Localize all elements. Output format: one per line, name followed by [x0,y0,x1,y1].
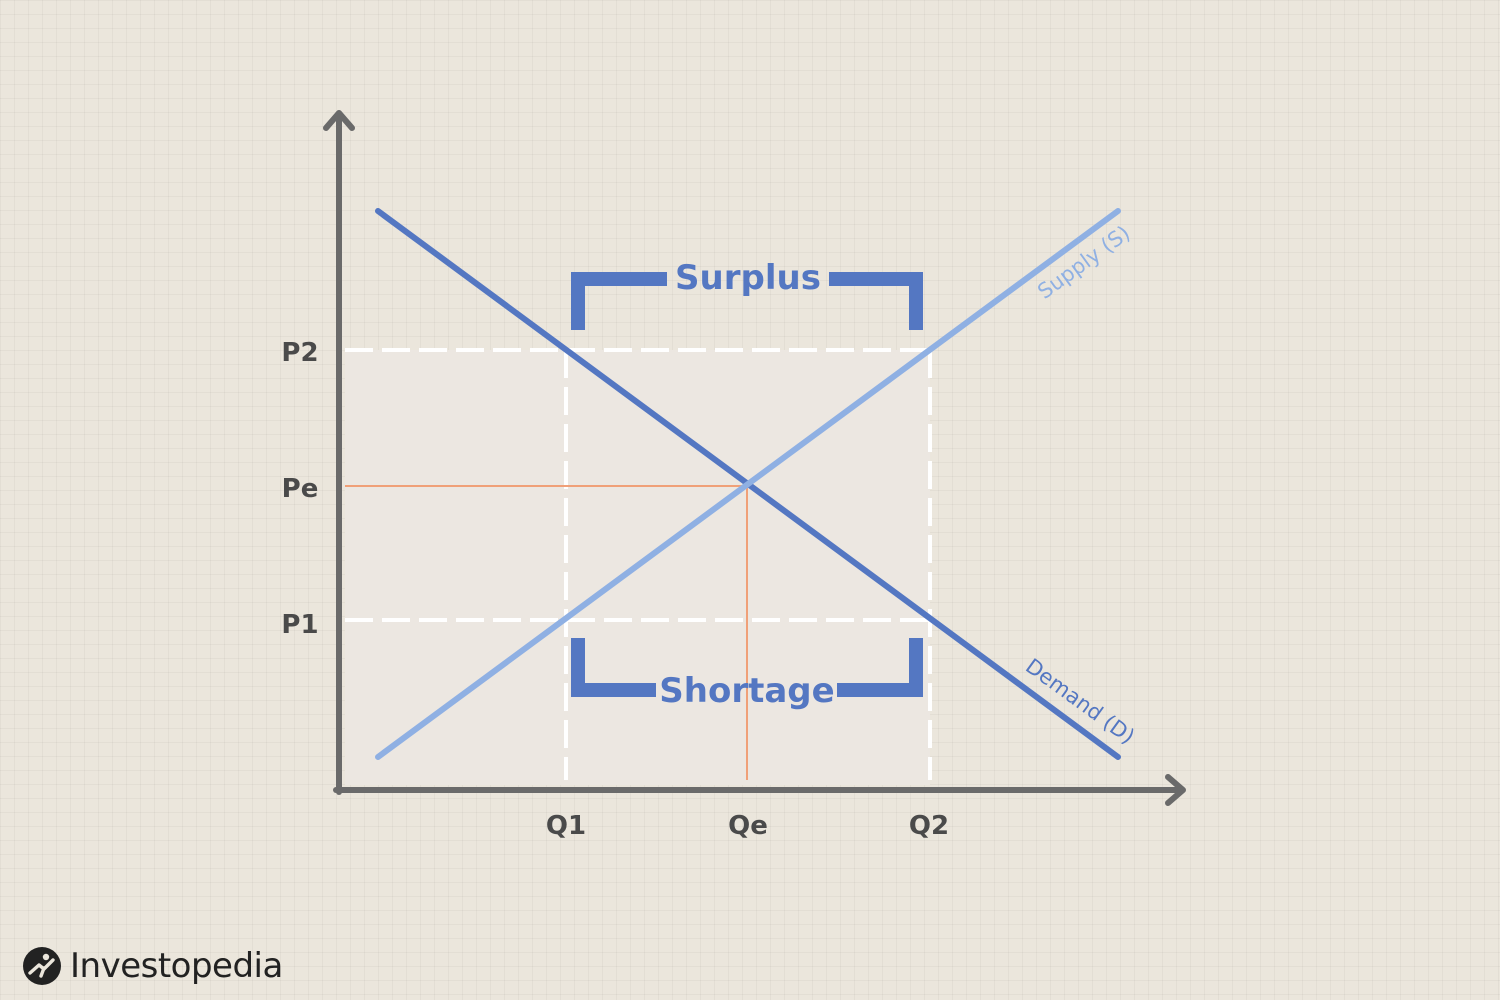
shortage-bracket-left [571,638,656,697]
y-tick-p2: P2 [281,338,318,368]
investopedia-logo-icon [23,947,61,985]
shortage-label: Shortage [659,671,834,711]
axes [323,110,1186,806]
investopedia-logo: Investopedia [22,940,283,992]
supply-curve [375,208,1121,760]
surplus-bracket-right [829,272,923,330]
surplus-bracket [571,272,923,330]
logo-text: Investopedia [70,946,283,986]
shortage-bracket [571,638,923,697]
dashed-guides [345,348,932,780]
y-tick-pe: Pe [282,474,319,504]
shortage-bracket-right [837,638,923,697]
x-axis-arrow-icon [1165,774,1186,806]
x-tick-qe: Qe [728,811,768,841]
y-tick-p1: P1 [281,610,318,640]
surplus-bracket-left [571,272,667,330]
x-tick-q2: Q2 [909,811,949,841]
x-tick-q1: Q1 [546,811,586,841]
surplus-label: Surplus [675,258,821,298]
equilibrium-guides [345,485,748,780]
y-axis-arrow-icon [323,110,355,131]
